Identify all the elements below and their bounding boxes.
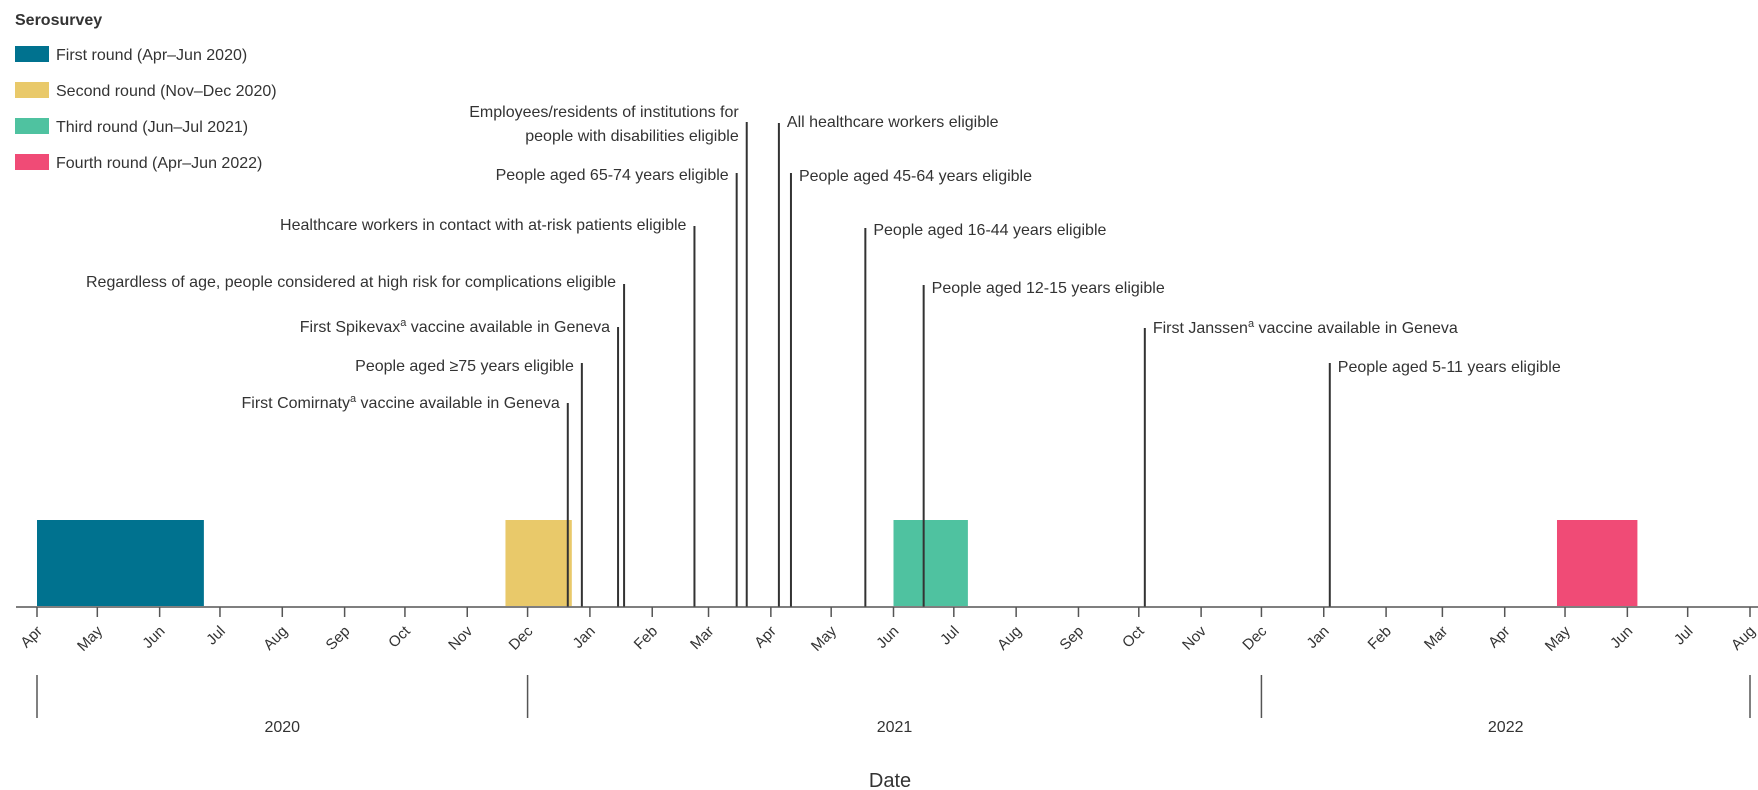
month-label-9: Dec <box>506 622 537 653</box>
event-label-tail: vaccine available in Geneva <box>406 319 610 336</box>
month-label-19: Oct <box>1119 622 1148 651</box>
event-markers: First Comirnatya vaccine available in Ge… <box>86 104 1561 607</box>
year-bands: 2020 2021 2022 <box>36 675 1751 736</box>
month-label-8: Nov <box>445 622 476 653</box>
month-label-2: May <box>74 622 106 654</box>
month-label-13: Apr <box>751 623 780 652</box>
year-label-2021: 2021 <box>877 719 913 736</box>
legend-label-3: Third round (Jun–Jul 2021) <box>56 119 248 136</box>
event-label-8: All healthcare workers eligible <box>787 114 999 131</box>
month-label-28: Jul <box>1671 623 1697 649</box>
round-bar-2 <box>505 520 572 606</box>
month-label-10: Jan <box>570 623 599 652</box>
event-label-1: First Comirnatya vaccine available in Ge… <box>242 393 560 412</box>
round-bar-1 <box>37 520 204 606</box>
month-label-22: Jan <box>1303 623 1332 652</box>
event-label-9: People aged 45-64 years eligible <box>799 168 1032 185</box>
round-bar-3 <box>893 520 968 606</box>
month-label-17: Aug <box>994 623 1025 654</box>
event-label-tail: vaccine available in Geneva <box>356 395 560 412</box>
legend-swatch-1 <box>15 46 49 62</box>
month-label-26: May <box>1542 622 1574 654</box>
month-label-3: Jun <box>139 623 168 652</box>
event-label-6: People aged 65-74 years eligible <box>496 167 729 184</box>
legend-label-1: First round (Apr–Jun 2020) <box>56 47 247 64</box>
month-label-27: Jun <box>1607 623 1636 652</box>
month-label-14: May <box>808 622 840 654</box>
legend: Serosurvey First round (Apr–Jun 2020) Sec… <box>15 12 277 172</box>
month-label-29: Aug <box>1728 623 1758 654</box>
event-label-7-line-2: people with disabilities eligible <box>525 128 739 145</box>
event-label-superscript: a <box>1248 318 1255 330</box>
legend-swatch-3 <box>15 118 49 134</box>
month-label-12: Mar <box>687 623 717 653</box>
round-bar-4 <box>1556 520 1638 606</box>
month-label-5: Aug <box>260 623 291 654</box>
legend-swatch-4 <box>15 154 49 170</box>
event-label-tail: vaccine available in Geneva <box>1254 320 1458 337</box>
month-label-6: Sep <box>323 623 354 654</box>
year-label-2022: 2022 <box>1488 719 1524 736</box>
legend-swatch-2 <box>15 82 49 98</box>
event-label-text: First Janssen <box>1153 320 1248 337</box>
legend-label-2: Second round (Nov–Dec 2020) <box>56 83 277 100</box>
event-label-10: People aged 16-44 years eligible <box>873 222 1106 239</box>
month-label-25: Apr <box>1485 623 1514 652</box>
month-label-20: Nov <box>1179 622 1210 653</box>
x-axis: Apr May Jun Jul Aug Sep Oct Nov Dec Jan Feb Mar Apr M… <box>16 606 1758 655</box>
month-label-16: Jul <box>937 623 963 649</box>
event-label-superscript: a <box>400 317 407 329</box>
month-label-24: Mar <box>1421 623 1451 653</box>
event-label-5: Healthcare workers in contact with at-ri… <box>280 217 687 234</box>
event-label-text: First Comirnaty <box>242 395 350 412</box>
month-label-21: Dec <box>1239 622 1270 653</box>
event-label-12: First Janssena vaccine available in Gene… <box>1153 318 1458 337</box>
month-label-23: Feb <box>1365 623 1395 653</box>
event-label-superscript: a <box>350 393 357 405</box>
legend-label-4: Fourth round (Apr–Jun 2022) <box>56 155 262 172</box>
event-label-2: People aged ≥75 years eligible <box>355 358 574 375</box>
event-label-11: People aged 12-15 years eligible <box>932 280 1165 297</box>
serosurvey-rounds <box>37 520 1638 606</box>
month-label-4: Jul <box>203 623 229 649</box>
event-label-7-line-1: Employees/residents of institutions for <box>469 104 739 121</box>
year-label-2020: 2020 <box>264 719 300 736</box>
event-label-3: First Spikevaxa vaccine available in Gen… <box>300 317 610 336</box>
month-label-18: Sep <box>1056 623 1087 654</box>
event-label-13: People aged 5-11 years eligible <box>1338 359 1561 376</box>
month-label-11: Feb <box>631 623 661 653</box>
legend-title: Serosurvey <box>15 12 102 29</box>
month-label-1: Apr <box>17 623 46 652</box>
month-label-15: Jun <box>873 623 902 652</box>
event-label-4: Regardless of age, people considered at … <box>86 274 616 291</box>
x-axis-title: Date <box>869 770 911 790</box>
event-label-text: First Spikevax <box>300 319 400 336</box>
month-label-7: Oct <box>385 622 414 651</box>
